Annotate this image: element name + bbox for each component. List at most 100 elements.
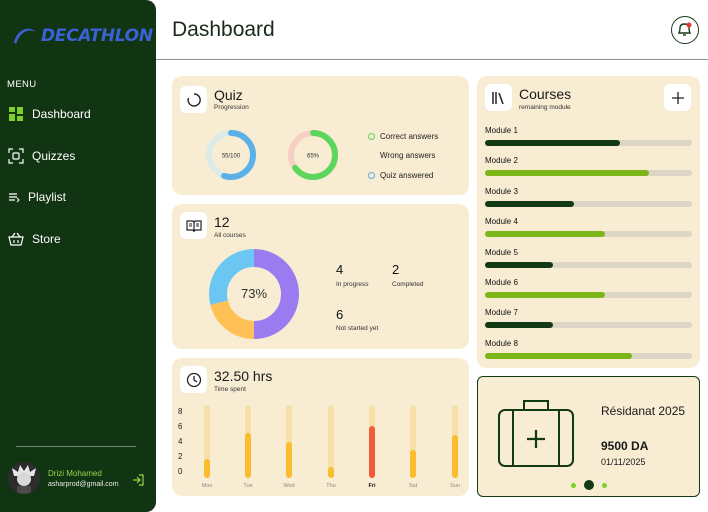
- sidebar-item-dashboard[interactable]: Dashboard: [8, 106, 91, 122]
- stat-in-progress-label: In progress: [336, 281, 369, 288]
- module-progress-track: [485, 352, 692, 359]
- sidebar-item-label: Store: [32, 232, 61, 246]
- header-divider: [156, 59, 708, 60]
- legend-dot-green: [368, 133, 375, 140]
- bar-track: [369, 405, 375, 478]
- logout-icon[interactable]: [132, 474, 144, 486]
- user-profile[interactable]: Drizi Mohamed asharprod@gmail.com: [8, 462, 119, 494]
- day-label: Sun: [450, 483, 460, 489]
- bar-track: [286, 405, 292, 478]
- stat-not-started-value: 6: [336, 307, 344, 322]
- y-axis-tick: 2: [178, 452, 183, 461]
- sidebar-item-label: Dashboard: [32, 107, 91, 121]
- legend-label: Wrong answers: [380, 151, 436, 160]
- quiz-subtitle: Progression: [214, 104, 249, 111]
- plus-icon: [671, 91, 684, 104]
- module-label: Module 8: [485, 338, 518, 348]
- module-progress-track: [485, 140, 692, 146]
- module-progress-track: [485, 322, 692, 329]
- quiz-donut-answered-arc: [206, 130, 256, 180]
- courses-title: Courses: [519, 86, 572, 102]
- quiz-icon: [8, 148, 24, 164]
- sidebar-item-store[interactable]: Store: [8, 232, 61, 246]
- legend-label: Quiz answered: [380, 171, 434, 180]
- module-progress-fill: [485, 352, 632, 359]
- time-spent-card: 32.50 hrs Time spent: [172, 358, 469, 496]
- courses-donut: 73%: [209, 249, 299, 339]
- add-course-button[interactable]: [664, 84, 691, 111]
- time-spent-subtitle: Time spent: [214, 386, 246, 393]
- courses-subtitle: remaining module: [519, 104, 571, 111]
- stat-completed-value: 2: [392, 262, 400, 277]
- time-icon-box: [180, 366, 207, 393]
- legend-wrong: Wrong answers: [368, 151, 435, 160]
- module-progress-track: [485, 231, 692, 238]
- y-axis-tick: 8: [178, 407, 183, 416]
- brand-name: DECATHLON: [41, 26, 153, 46]
- courses-card: Courses remaining module: [477, 76, 700, 368]
- clock-icon: [186, 372, 201, 387]
- quiz-donut-answered: 55/100: [206, 130, 256, 180]
- progress-circle-icon: [186, 92, 201, 107]
- stat-not-started-label: Not started yet: [336, 325, 379, 332]
- module-progress-fill: [485, 292, 606, 298]
- promo-card[interactable]: Résidanat 2025 9500 DA 01/11/2025: [477, 376, 700, 497]
- avatar-illustration-icon: [8, 462, 40, 494]
- module-label: Module 4: [485, 217, 518, 227]
- day-label: Thu: [326, 483, 336, 489]
- y-axis-tick: 4: [178, 437, 183, 446]
- sidebar-item-playlist[interactable]: Playlist: [8, 190, 66, 204]
- quiz-card: Quiz Progression 55/100 65% Correct answ…: [172, 76, 469, 195]
- notification-button[interactable]: [671, 16, 699, 44]
- promo-price: 9500 DA: [601, 439, 649, 453]
- courses-count: 12: [214, 214, 230, 230]
- user-name: Drizi Mohamed: [48, 468, 102, 478]
- sidebar-item-label: Playlist: [28, 190, 67, 204]
- promo-title: Résidanat 2025: [601, 404, 686, 418]
- brand-logo[interactable]: DECATHLON: [12, 26, 153, 46]
- legend-correct: Correct answers: [368, 132, 438, 141]
- stat-in-progress-value: 4: [336, 262, 344, 277]
- courses-donut-label: 73%: [241, 286, 267, 301]
- bar-track: [410, 405, 416, 478]
- carousel-dot-active[interactable]: [583, 480, 594, 490]
- time-bar-sat: [410, 450, 416, 478]
- module-label: Module 3: [485, 186, 518, 196]
- quiz-donut-answered-label: 55/100: [222, 154, 241, 160]
- legend-answered: Quiz answered: [368, 171, 433, 180]
- module-label: Module 5: [485, 247, 518, 257]
- module-progress-fill: [485, 140, 620, 146]
- time-bar-tue: [245, 432, 251, 478]
- module-progress-fill: [485, 261, 554, 268]
- quiz-donut-correct-label: 65%: [307, 154, 320, 160]
- module-progress-track: [485, 292, 692, 298]
- legend-dot-beige: [368, 152, 375, 159]
- playlist-icon: [9, 193, 20, 203]
- bar-track: [452, 405, 458, 478]
- all-courses-card: 12 All courses 73% 4 In progress 2 Compl…: [172, 204, 469, 349]
- open-book-icon: [185, 219, 202, 232]
- medical-kit-icon: [498, 400, 574, 467]
- carousel-dot[interactable]: [570, 482, 576, 488]
- module-progress-fill: [485, 200, 574, 207]
- carousel-dots: [478, 479, 699, 491]
- carousel-dot[interactable]: [601, 482, 607, 488]
- day-label: Wed: [283, 483, 295, 489]
- dashboard-grid-icon: [9, 107, 23, 121]
- menu-label: MENU: [7, 79, 37, 90]
- bar-track: [204, 405, 210, 478]
- module-label: Module 6: [485, 278, 518, 287]
- bar-track: [245, 405, 251, 478]
- store-basket-icon: [8, 232, 24, 246]
- module-label: Module 1: [485, 126, 518, 135]
- courses-donut-segment-3: [209, 249, 299, 339]
- quiz-title: Quiz: [214, 87, 243, 103]
- courses-stats-icon-box: [180, 212, 207, 239]
- sidebar-divider: [16, 446, 136, 447]
- sidebar-item-quizzes[interactable]: Quizzes: [8, 148, 75, 164]
- day-label: Sat: [408, 483, 418, 489]
- quiz-donut-correct-arc: [288, 130, 338, 180]
- module-progress-track: [485, 170, 692, 177]
- day-label: Fri: [368, 483, 376, 489]
- time-bar-wed: [286, 442, 292, 478]
